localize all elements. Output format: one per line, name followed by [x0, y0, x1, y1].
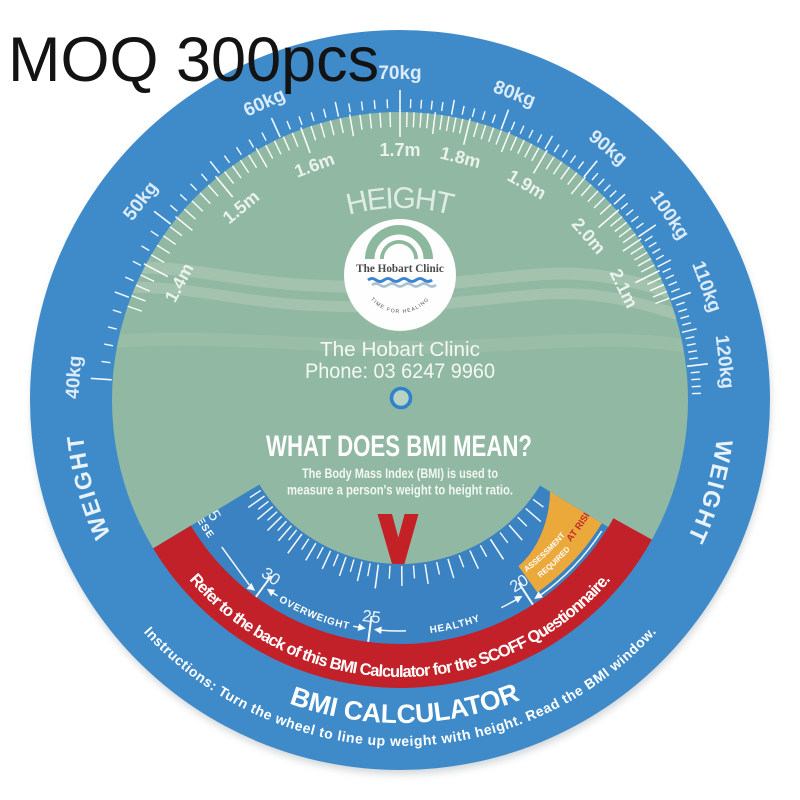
svg-text:MOQ 300pcs: MOQ 300pcs: [8, 25, 379, 95]
svg-text:40kg: 40kg: [62, 355, 86, 400]
svg-text:measure a person's weight to h: measure a person's weight to height rati…: [287, 483, 513, 498]
svg-text:The Hobart Clinic: The Hobart Clinic: [320, 339, 480, 361]
svg-text:WHAT DOES BMI MEAN?: WHAT DOES BMI MEAN?: [266, 430, 532, 463]
svg-text:70kg: 70kg: [378, 63, 421, 84]
svg-text:The Hobart Clinic: The Hobart Clinic: [356, 263, 444, 275]
svg-text:Phone: 03 6247 9960: Phone: 03 6247 9960: [305, 360, 495, 383]
svg-text:1.7m: 1.7m: [379, 140, 420, 160]
svg-text:The Body Mass Index (BMI) is u: The Body Mass Index (BMI) is used to: [302, 466, 498, 481]
